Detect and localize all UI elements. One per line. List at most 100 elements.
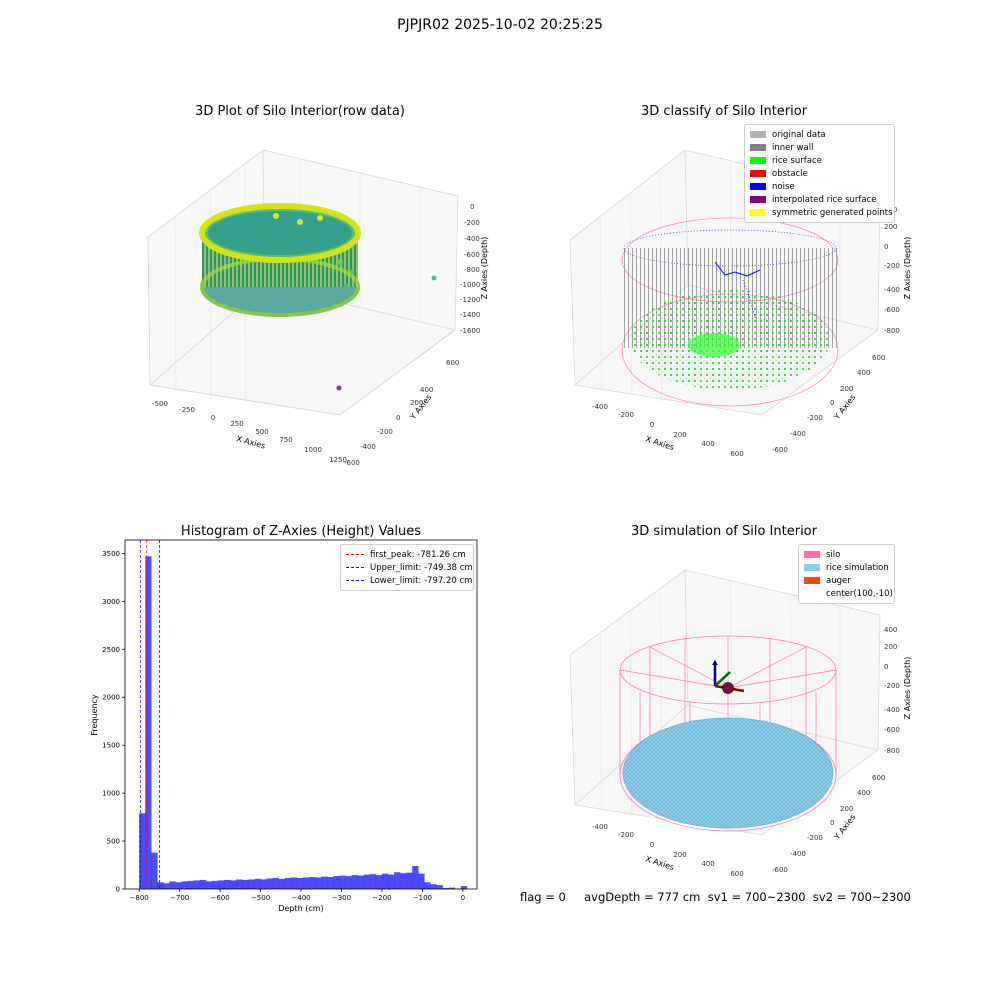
legend-item: rice simulation (804, 561, 889, 574)
panel1-xtick: 750 (279, 436, 292, 444)
panel4-xtick: -200 (618, 831, 634, 839)
histogram-bar (254, 878, 261, 889)
panel1-xlabel: X Axies (235, 434, 266, 450)
histogram-bar (375, 875, 383, 889)
panel4-xlabel: X Axies (644, 854, 675, 872)
legend-swatch (750, 209, 766, 216)
legend-label: center(100,-10) (826, 588, 893, 599)
legend-item: center(100,-10) (804, 587, 893, 600)
histogram-bar (224, 879, 231, 889)
histogram-bar (205, 881, 213, 889)
histogram-bar (387, 874, 395, 889)
panel2-title: 3D classify of Silo Interior (640, 104, 808, 119)
panel4-3d-plot: -400 -200 0 200 400 600 X Axies 600 400 … (569, 569, 912, 878)
legend-label: obstacle (772, 168, 808, 179)
panel1-ytick: -400 (360, 443, 376, 451)
legend-item: interpolated rice surface (750, 193, 889, 206)
histogram-xtick-label: −400 (291, 894, 310, 902)
legend-item: Upper_limit: -749.38 cm (346, 561, 473, 574)
legend-item: original data (750, 128, 889, 141)
panel2-x-ticks: -400 -200 0 200 400 600 (592, 403, 744, 458)
panel1-xtick: 500 (255, 428, 268, 436)
histogram-ytick-label: 0 (116, 886, 120, 894)
panel1-ztick: -200 (464, 219, 480, 227)
histogram-bar (406, 872, 413, 889)
histogram-bar (199, 879, 207, 889)
panel2-zlabel: Z Axies (Depth) (903, 237, 912, 300)
histogram-ytick-label: 3500 (102, 550, 120, 558)
histogram-bar (351, 875, 358, 889)
panel4-xtick: 600 (730, 870, 743, 878)
panel2-legend: original data inner wall rice surface ob… (744, 124, 895, 223)
status-line: flag = 0 avgDepth = 777 cm sv1 = 700~230… (520, 890, 911, 904)
panel4-xtick: 200 (673, 851, 686, 859)
panel2-3d-plot: -400 -200 0 200 400 600 X Axies 600 400 … (569, 149, 912, 458)
histogram-bar (369, 874, 377, 889)
legend-label: rice simulation (826, 562, 889, 573)
histogram-bar (412, 865, 419, 889)
panel4-ztick: -800 (884, 747, 900, 755)
panel1-ytick: -600 (344, 459, 360, 467)
histogram-bar (424, 882, 431, 889)
histogram-bar (211, 880, 219, 889)
legend-swatch (750, 157, 766, 164)
histogram-bar (157, 882, 164, 889)
panel1-title: 3D Plot of Silo Interior(row data) (195, 104, 405, 119)
histogram-axes-frame (124, 539, 478, 890)
legend-item: symmetric generated points (750, 206, 893, 219)
histogram-ytick-label: 2500 (102, 646, 120, 654)
panel2-ytick: 600 (872, 354, 885, 362)
histogram-bar (272, 877, 279, 889)
histogram-bar (242, 879, 249, 889)
rice-simulation-mesh (623, 718, 833, 828)
panel1-ytick: 200 (410, 399, 423, 407)
legend-item: rice surface (750, 154, 889, 167)
panel4-ztick: 0 (884, 663, 888, 671)
panel1-xtick: 250 (230, 420, 243, 428)
histogram-ylabel: Frequency (90, 694, 99, 736)
panel1-3d-plot: -500 -250 0 250 500 750 1000 1250 X Axie… (147, 149, 489, 467)
histogram-bar (394, 872, 401, 889)
histogram-ytick-label: 3000 (102, 598, 120, 606)
legend-label: original data (772, 129, 826, 140)
panel4-xtick: -400 (592, 823, 608, 831)
histogram-threshold-lines (139, 540, 161, 889)
panel2-ylabel: Y Axies (832, 393, 858, 422)
histogram-bar (290, 877, 298, 889)
panel2-ytick: -400 (790, 430, 806, 438)
auger-marker (712, 660, 745, 694)
panel4-z-ticks: 400 200 0 -200 -400 -600 -800 (884, 626, 900, 755)
legend-item: inner wall (750, 141, 889, 154)
panel1-xtick: -500 (152, 400, 168, 408)
panel4-ytick: 400 (857, 789, 870, 797)
histogram-ytick-label: 1500 (102, 742, 120, 750)
histogram-bar (193, 880, 201, 889)
panel1-ylabel: Y Axies (408, 393, 434, 422)
legend-label: Lower_limit: -797.20 cm (370, 575, 473, 586)
figure-title: PJPJR02 2025-10-02 20:25:25 (397, 17, 603, 33)
panel1-zlabel: Z Axies (Depth) (480, 237, 489, 300)
panel1-xtick: 1250 (329, 456, 347, 464)
panel4-title: 3D simulation of Silo Interior (631, 524, 817, 539)
legend-swatch (804, 577, 820, 584)
histogram-ytick-label: 1000 (102, 790, 120, 798)
legend-line-blue (346, 567, 364, 568)
histogram-bar (321, 876, 328, 889)
panel4-ytick: 200 (840, 805, 853, 813)
panel2-ztick: -200 (884, 262, 900, 270)
panel4-x-ticks: -400 -200 0 200 400 600 (592, 823, 744, 878)
panel2-z-ticks: 400 200 0 -200 -400 -600 -800 (884, 206, 900, 335)
panel1-z-ticks: 0 -200 -400 -600 -800 -1000 -1200 -1400 … (460, 203, 480, 335)
panel1-ytick: 600 (446, 359, 459, 367)
panel4-ztick: 400 (884, 626, 897, 634)
legend-item: first_peak: -781.26 cm (346, 548, 468, 561)
legend-label: symmetric generated points (772, 207, 893, 218)
panel2-xlabel: X Axies (644, 434, 675, 452)
histogram-bar (248, 879, 255, 889)
histogram-xtick-label: −200 (372, 894, 391, 902)
panel2-ztick: -400 (884, 286, 900, 294)
histogram-bar (163, 883, 170, 889)
histogram-xtick-label: −500 (251, 894, 270, 902)
histogram-bar (460, 886, 468, 889)
legend-line-red (346, 554, 364, 555)
